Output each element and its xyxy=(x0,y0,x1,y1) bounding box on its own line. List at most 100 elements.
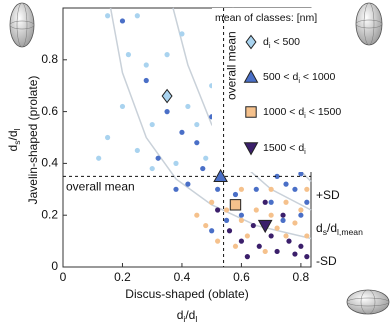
text-part: < 1500 xyxy=(306,106,341,118)
curve-label: +SD xyxy=(316,188,340,202)
legend-marker xyxy=(245,34,257,50)
data-point xyxy=(179,129,185,135)
data-point xyxy=(238,186,245,192)
data-point xyxy=(274,225,280,231)
mean-marker xyxy=(213,168,228,183)
data-point xyxy=(173,186,179,192)
subscript: l xyxy=(12,128,22,130)
legend-title: mean of classes: [nm] xyxy=(215,12,317,24)
x-axis-label: Discus-shaped (oblate) xyxy=(125,287,248,301)
legend-label: 1500 < di xyxy=(263,142,306,156)
data-point xyxy=(304,199,310,205)
y-axis-symbol: ds/dl xyxy=(6,128,22,151)
x-tick-label: 0.4 xyxy=(174,270,191,284)
y-tick-label: 0.6 xyxy=(41,104,58,118)
reference-label: overall mean xyxy=(66,180,135,194)
text-part: d xyxy=(263,36,269,48)
data-point xyxy=(215,186,221,192)
data-point xyxy=(209,228,215,234)
text-part: 500 < d xyxy=(263,71,298,83)
data-point xyxy=(250,222,256,229)
data-point xyxy=(164,109,170,115)
data-point xyxy=(280,212,286,218)
subscript: i xyxy=(269,41,271,50)
data-point xyxy=(283,199,289,205)
legend-label: di < 500 xyxy=(263,36,300,50)
legend-marker xyxy=(243,142,259,156)
text-part: -SD xyxy=(316,254,337,268)
data-point xyxy=(268,186,274,192)
data-point xyxy=(203,155,209,161)
data-point xyxy=(203,222,209,229)
data-point xyxy=(105,134,111,141)
data-point xyxy=(298,243,304,249)
subscript: i xyxy=(304,147,306,156)
text-part: /d xyxy=(185,308,195,322)
data-point xyxy=(292,251,298,257)
y-tick-label: 0.8 xyxy=(41,52,58,66)
data-point xyxy=(223,217,230,223)
data-point xyxy=(262,199,268,205)
data-point xyxy=(134,13,140,19)
y-tick-label: 0 xyxy=(51,259,58,273)
data-point xyxy=(292,186,298,192)
data-point xyxy=(215,238,221,244)
prolate-icon xyxy=(9,2,35,48)
data-point xyxy=(304,233,310,239)
text-part: < 1000 xyxy=(300,71,335,83)
data-point xyxy=(283,181,289,187)
data-point xyxy=(244,233,250,239)
subscript: i xyxy=(298,76,300,85)
data-point xyxy=(268,233,274,239)
data-point xyxy=(149,121,155,128)
data-point xyxy=(119,103,126,110)
prolate-icon xyxy=(355,2,383,46)
data-point xyxy=(226,228,233,234)
x-axis-symbol: di/dl xyxy=(177,308,198,324)
subscript: s xyxy=(323,227,327,237)
legend-box xyxy=(212,8,352,172)
curve-label: -SD xyxy=(316,254,337,268)
text-part: d xyxy=(6,145,20,152)
data-point xyxy=(298,171,304,177)
legend-label: 500 < di < 1000 xyxy=(263,71,336,85)
data-point xyxy=(262,248,268,255)
data-point xyxy=(232,243,239,249)
data-point xyxy=(253,186,259,192)
data-point xyxy=(194,212,200,218)
data-point xyxy=(179,31,185,37)
sd-curve xyxy=(109,7,312,240)
data-point xyxy=(298,207,304,213)
data-point xyxy=(155,155,161,161)
subscript: l,mean xyxy=(337,227,363,237)
curve-label: ds/dl,mean xyxy=(316,221,363,237)
text-part: 1000 < d xyxy=(263,106,304,118)
data-point xyxy=(274,248,280,255)
text-part: < 500 xyxy=(271,36,301,48)
legend-marker xyxy=(245,106,257,118)
data-point xyxy=(125,52,132,58)
text-part: 1500 < d xyxy=(263,142,304,154)
data-point xyxy=(256,243,262,249)
mean-marker xyxy=(161,88,173,104)
data-point xyxy=(194,121,200,128)
y-tick-label: 0.4 xyxy=(41,156,58,170)
oblate-icon xyxy=(346,289,390,315)
data-point xyxy=(292,220,298,226)
data-point xyxy=(268,199,274,205)
text-part: d xyxy=(316,221,323,235)
data-point xyxy=(274,173,280,179)
x-tick-label: 0 xyxy=(60,270,67,284)
subscript: i xyxy=(304,111,306,120)
data-point xyxy=(304,186,310,192)
reference-label: overall mean xyxy=(225,31,239,100)
data-point xyxy=(238,212,245,218)
data-point xyxy=(164,52,170,58)
data-point xyxy=(268,212,274,218)
data-point xyxy=(143,62,149,68)
x-tick-label: 0.2 xyxy=(114,270,131,284)
data-point xyxy=(238,217,245,223)
legend-marker xyxy=(243,69,259,83)
data-point xyxy=(134,147,140,154)
data-point xyxy=(185,181,191,187)
